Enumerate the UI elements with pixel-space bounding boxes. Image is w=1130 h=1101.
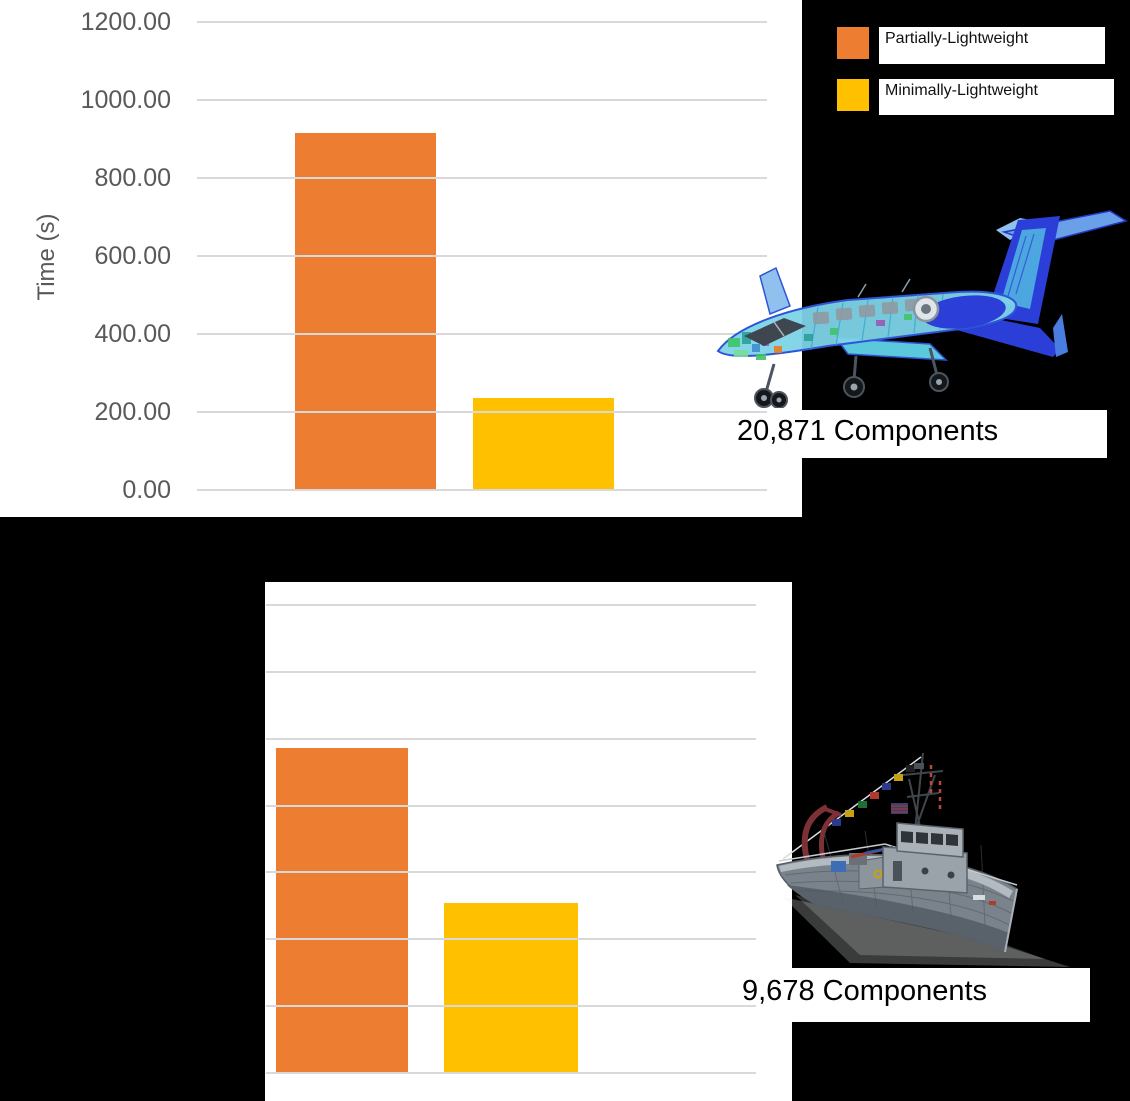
y-tick-label: 200.00 [94,398,171,426]
y-tick-label: 0.00 [122,476,171,504]
gridline [266,671,756,673]
ship-caption-strip [788,968,1090,1022]
gridline [197,411,767,413]
gridline [197,99,767,101]
aircraft-caption-strip [800,410,1107,458]
y-tick-label: 1200.00 [80,8,171,36]
gridline [266,805,756,807]
aircraft-model-image [716,210,1128,408]
y-tick-label: 800.00 [94,164,171,192]
gridline [266,1072,756,1074]
legend-label-partially-lightweight: Partially-Lightweight [879,27,1105,64]
legend-item-partially-lightweight: Partially-Lightweight [837,27,1105,64]
bar-partially-lightweight-ship [276,748,408,1073]
gridline [197,177,767,179]
y-tick-label: 400.00 [94,320,171,348]
ship-caption: 9,678 Components [742,975,988,1007]
ship-drawing [776,752,1070,967]
aircraft-time-chart-panel: Time (s) 1200.00 1000.00 800.00 600.00 400.0… [0,0,802,517]
gridline [197,21,767,23]
gridline [266,738,756,740]
gridline [266,938,756,940]
aircraft-drawing [716,210,1128,408]
gridline [197,489,767,491]
gridline [266,1005,756,1007]
legend-label-minimally-lightweight: Minimally-Lightweight [879,79,1114,115]
legend-swatch-partially-lightweight [837,27,869,59]
gridline [197,333,767,335]
gridline [197,255,767,257]
legend-item-minimally-lightweight: Minimally-Lightweight [837,79,1114,115]
gridline [266,871,756,873]
legend-swatch-minimally-lightweight [837,79,869,111]
aircraft-caption: 20,871 Components [737,415,999,447]
ship-model-image [776,752,1070,967]
bar-minimally-lightweight-ship [444,903,578,1073]
y-tick-label: 1000.00 [80,86,171,114]
ship-time-chart-panel [265,582,792,1101]
bar-minimally-lightweight-aircraft [473,398,614,490]
y-tick-label: 600.00 [94,242,171,270]
bar-partially-lightweight-aircraft [295,133,436,490]
gridline [266,604,756,606]
